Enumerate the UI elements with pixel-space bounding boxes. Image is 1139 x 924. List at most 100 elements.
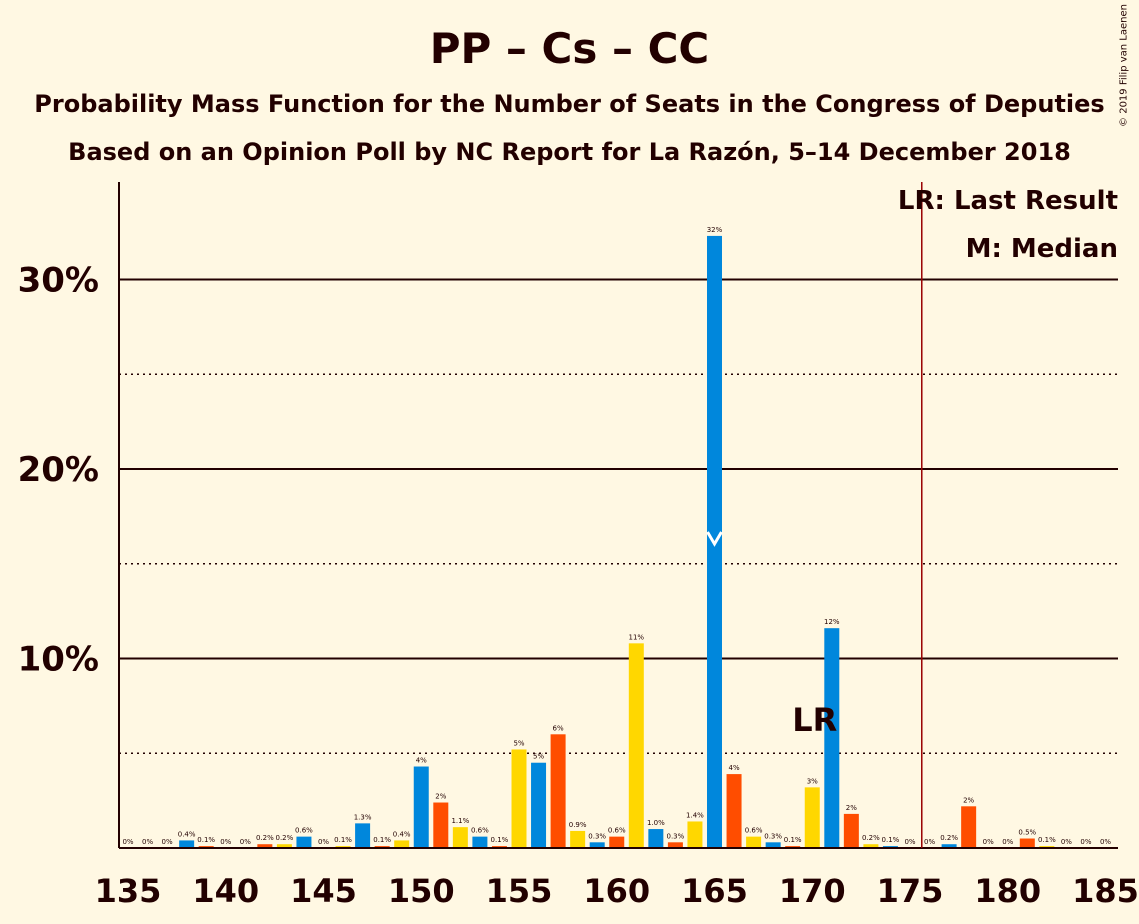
bar-value-label: 0.9% <box>569 821 587 829</box>
last-result-marker: LR <box>792 701 837 739</box>
legend-last-result: LR: Last Result <box>898 186 1118 216</box>
bar <box>452 827 468 848</box>
bar-value-label: 32% <box>707 226 723 234</box>
bar <box>863 844 879 848</box>
x-tick-label: 185 <box>1072 872 1139 910</box>
x-tick-label: 150 <box>388 872 455 910</box>
x-tick-label: 180 <box>974 872 1041 910</box>
bar-value-label: 6% <box>553 724 564 732</box>
chart-title: PP – Cs – CC <box>429 24 710 73</box>
bar <box>824 628 840 848</box>
bar-value-label: 0% <box>1080 838 1091 846</box>
x-tick-label: 145 <box>290 872 357 910</box>
x-tick-label: 135 <box>95 872 162 910</box>
gridlines <box>119 278 1118 754</box>
x-tick-label: 170 <box>779 872 846 910</box>
bar <box>726 774 742 848</box>
bar-value-label: 11% <box>629 633 645 641</box>
bar <box>355 823 371 848</box>
bar <box>609 836 625 848</box>
x-tick-label: 160 <box>583 872 650 910</box>
bar-value-label: 0% <box>924 838 935 846</box>
bar-value-label: 0.2% <box>862 834 880 842</box>
bar-value-label: 4% <box>416 757 427 765</box>
bar-value-label: 0% <box>318 838 329 846</box>
bar-value-label: 0% <box>904 838 915 846</box>
bar <box>570 830 586 848</box>
bar-value-label: 2% <box>435 793 446 801</box>
bar <box>511 749 527 848</box>
bar-value-label: 0.1% <box>784 836 802 844</box>
bar-value-label: 0.1% <box>1038 836 1056 844</box>
bar-value-label: 0.2% <box>256 834 274 842</box>
bar <box>550 734 566 848</box>
bar <box>1019 838 1035 848</box>
bar-value-label: 0.1% <box>373 836 391 844</box>
bar-value-label: 0.4% <box>393 830 411 838</box>
bar-value-label: 0.2% <box>940 834 958 842</box>
bar-value-label: 12% <box>824 618 840 626</box>
bar-value-label: 2% <box>963 796 974 804</box>
bar-value-label: 0.6% <box>745 827 763 835</box>
median-marker <box>706 531 723 547</box>
y-tick-label: 10% <box>18 640 99 680</box>
bar <box>589 842 605 848</box>
chart-subtitle-1: Probability Mass Function for the Number… <box>34 90 1105 118</box>
x-tick-label: 165 <box>681 872 748 910</box>
bar-value-label: 5% <box>533 753 544 761</box>
bar <box>413 766 429 848</box>
bar <box>648 829 664 848</box>
bar-value-label: 2% <box>846 804 857 812</box>
bar-value-label: 0.2% <box>276 834 294 842</box>
bar-value-label: 0.3% <box>764 832 782 840</box>
bar-value-label: 0% <box>1061 838 1072 846</box>
bar-value-label: 3% <box>807 777 818 785</box>
bar-value-label: 4% <box>728 764 739 772</box>
bar-value-label: 0.6% <box>295 827 313 835</box>
bar-labels-group: 0% 0% 0%0.4%0.1% 0% 0% 0.2% 0.2%0.6%0% 0.1%1.3%… <box>122 226 1111 846</box>
y-tick-label: 20% <box>18 450 99 490</box>
bar-value-label: 0% <box>983 838 994 846</box>
bar <box>746 836 762 848</box>
x-tick-label: 140 <box>192 872 259 910</box>
bar-value-label: 0% <box>220 838 231 846</box>
bar <box>296 836 312 848</box>
bar-value-label: 0% <box>1100 838 1111 846</box>
bar-value-label: 0.3% <box>588 832 606 840</box>
bar <box>765 842 781 848</box>
bar-value-label: 0% <box>142 838 153 846</box>
bar-value-label: 1.3% <box>354 813 372 821</box>
chart-subtitle-2: Based on an Opinion Poll by NC Report fo… <box>68 138 1071 166</box>
bar-value-label: 0% <box>1002 838 1013 846</box>
bar-value-label: 1.1% <box>451 817 469 825</box>
bar-value-label: 0% <box>240 838 251 846</box>
bar-value-label: 0.1% <box>491 836 509 844</box>
bar <box>472 836 488 848</box>
bar <box>531 762 547 848</box>
bar-value-label: 0.6% <box>608 827 626 835</box>
bar-value-label: 0.5% <box>1018 829 1036 837</box>
overlay-group: LR <box>706 182 923 848</box>
x-tick-label: 175 <box>877 872 944 910</box>
bar <box>257 844 273 848</box>
bar <box>843 813 859 848</box>
bar <box>179 840 195 848</box>
bar <box>667 842 683 848</box>
bar <box>961 806 977 848</box>
bar <box>394 840 410 848</box>
bar <box>687 821 703 848</box>
bars-group <box>179 235 1055 849</box>
bar <box>276 844 292 848</box>
bar <box>941 844 957 848</box>
bar-value-label: 0.6% <box>471 827 489 835</box>
bar-value-label: 0% <box>162 838 173 846</box>
bar-value-label: 0.3% <box>667 832 685 840</box>
bar-value-label: 0.4% <box>178 830 196 838</box>
bar <box>804 787 820 848</box>
axes-group: 10% 20% 30% 135 140 145 150 155 160 165 170 175 180 1… <box>18 182 1139 910</box>
y-tick-label: 30% <box>18 261 99 301</box>
bar-value-label: 5% <box>513 739 524 747</box>
bar <box>433 802 449 848</box>
bar-value-label: 1.4% <box>686 811 704 819</box>
